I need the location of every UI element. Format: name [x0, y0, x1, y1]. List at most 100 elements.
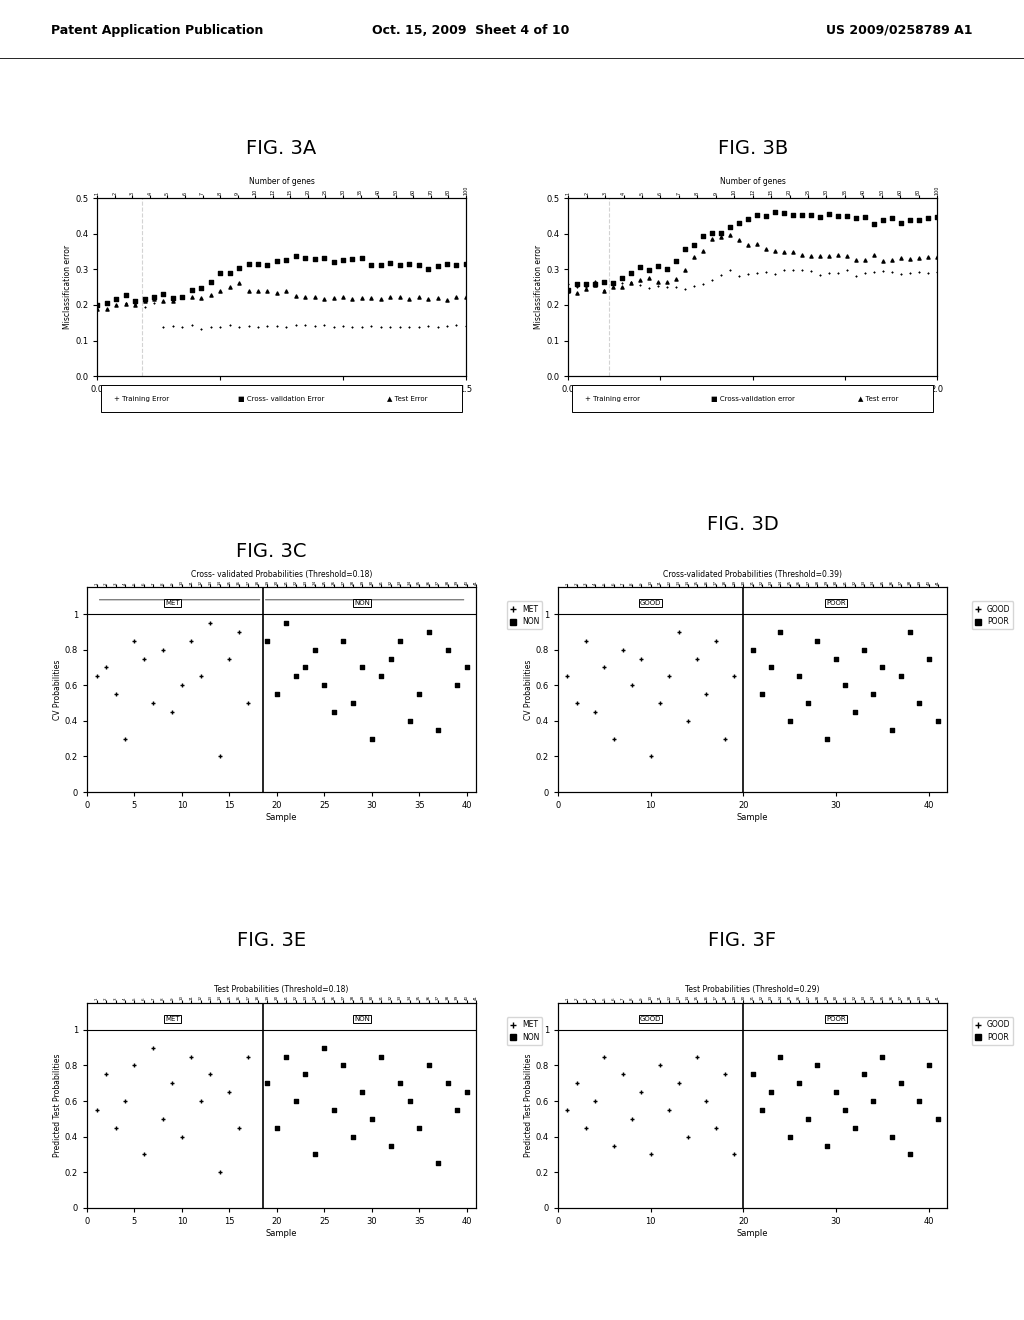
Text: FIG. 3E: FIG. 3E	[237, 931, 306, 950]
Point	[579, 276, 595, 297]
Point	[401, 317, 418, 338]
Point	[411, 1117, 427, 1138]
Point	[659, 272, 676, 293]
Point	[668, 251, 684, 272]
Point	[847, 701, 863, 722]
Point	[326, 252, 342, 273]
Point	[316, 1038, 333, 1059]
Point	[920, 207, 936, 228]
Point	[837, 1100, 853, 1121]
Point	[763, 657, 779, 678]
Point	[420, 315, 436, 337]
Point	[559, 1100, 575, 1121]
Point	[605, 729, 622, 750]
Point	[717, 729, 733, 750]
Point	[230, 317, 247, 338]
Point	[439, 639, 456, 660]
Point	[306, 248, 323, 269]
Point	[155, 639, 171, 660]
Point	[587, 701, 603, 722]
Point	[659, 277, 676, 298]
Point	[126, 630, 142, 651]
Point	[821, 203, 838, 224]
Point	[686, 235, 702, 256]
Point	[874, 260, 891, 281]
Point	[812, 264, 828, 285]
Point	[668, 269, 684, 290]
Point	[194, 318, 210, 339]
Point	[241, 315, 257, 337]
Point	[650, 256, 667, 277]
Point	[680, 1126, 696, 1147]
Point	[156, 284, 172, 305]
Point	[221, 648, 238, 669]
Point	[910, 247, 927, 268]
Point	[884, 207, 900, 228]
Point	[767, 202, 783, 223]
Point	[430, 1152, 446, 1173]
Point	[829, 206, 846, 227]
Point	[193, 665, 209, 686]
Point	[364, 729, 380, 750]
Point	[306, 1144, 323, 1166]
Point	[791, 1073, 807, 1094]
Point	[193, 1090, 209, 1111]
Point	[344, 288, 360, 309]
Point	[731, 213, 748, 234]
Point	[108, 1117, 124, 1138]
Point	[713, 223, 729, 244]
Point	[902, 263, 919, 284]
Point	[250, 280, 266, 301]
Point	[837, 675, 853, 696]
Point	[230, 257, 247, 279]
Point	[587, 275, 603, 296]
Point	[662, 1100, 678, 1121]
Point	[411, 317, 427, 338]
Point	[279, 317, 295, 338]
Point	[642, 1144, 658, 1166]
Point	[920, 263, 936, 284]
Point	[812, 206, 828, 227]
Point	[560, 281, 577, 302]
Point	[829, 244, 846, 265]
Point	[754, 1100, 770, 1121]
Point	[183, 286, 200, 308]
Point	[279, 1045, 295, 1067]
Point	[839, 205, 855, 226]
Point	[578, 1117, 594, 1138]
Point	[364, 288, 380, 309]
Point	[740, 209, 757, 230]
Point	[165, 290, 181, 312]
Point	[259, 281, 275, 302]
Point	[98, 292, 115, 313]
Point	[268, 1117, 285, 1138]
Point	[145, 1038, 162, 1059]
Point	[641, 260, 657, 281]
Point	[744, 1064, 761, 1085]
Point	[686, 276, 702, 297]
Point	[680, 710, 696, 731]
Point	[117, 1090, 133, 1111]
Point	[401, 288, 418, 309]
Point	[614, 1064, 631, 1085]
X-axis label: Amount of shrinkage: Amount of shrinkage	[238, 397, 326, 407]
Point	[118, 292, 134, 313]
Point	[668, 276, 684, 297]
Point	[731, 265, 748, 286]
Point	[259, 255, 275, 276]
Point	[326, 286, 342, 308]
Point	[781, 1126, 798, 1147]
Point	[671, 622, 687, 643]
Point	[821, 263, 838, 284]
Text: FIG. 3F: FIG. 3F	[709, 931, 776, 950]
Point	[803, 246, 819, 267]
Text: + Training error: + Training error	[585, 396, 640, 401]
Point	[717, 1064, 733, 1085]
Point	[391, 286, 408, 308]
Point	[221, 1081, 238, 1102]
Text: Oct. 15, 2009  Sheet 4 of 10: Oct. 15, 2009 Sheet 4 of 10	[373, 24, 569, 37]
Point	[744, 639, 761, 660]
Point	[183, 630, 200, 651]
Point	[758, 239, 774, 260]
Point	[884, 261, 900, 282]
